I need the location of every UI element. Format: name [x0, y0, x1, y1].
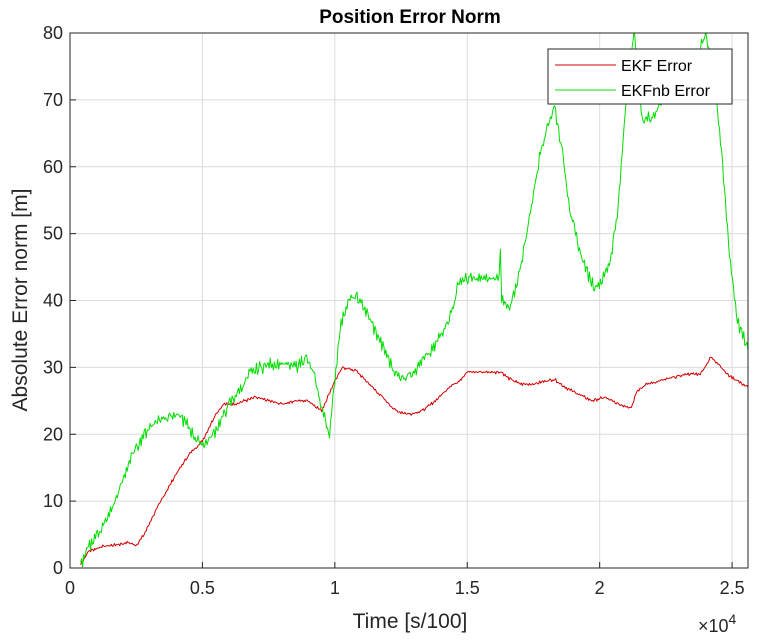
legend-box: [547, 48, 733, 105]
x-tick-label: 1.5: [455, 578, 480, 598]
x-tick-label: 0.5: [190, 578, 215, 598]
y-tick-label: 60: [43, 157, 63, 177]
y-axis-ticks: 0 10 20 30 40 50 60 70 80: [43, 23, 76, 578]
legend: EKF Error EKFnb Error: [547, 48, 733, 105]
y-tick-label: 50: [43, 224, 63, 244]
x-axis-exponent: ×104: [698, 611, 737, 636]
legend-label-ekf: EKF Error: [621, 58, 693, 75]
y-tick-label: 40: [43, 291, 63, 311]
chart-title: Position Error Norm: [319, 7, 501, 28]
x-tick-label: 2.5: [720, 578, 745, 598]
x-tick-label: 2: [595, 578, 605, 598]
x-tick-label: 1: [330, 578, 340, 598]
x-exponent-base: ×10: [698, 616, 729, 636]
x-axis-label: Time [s/100]: [353, 610, 468, 633]
x-exponent-power: 4: [729, 611, 737, 627]
legend-label-ekfnb: EKFnb Error: [621, 83, 711, 100]
y-tick-label: 0: [53, 558, 63, 578]
x-tick-label: 0: [65, 578, 75, 598]
y-tick-label: 30: [43, 357, 63, 377]
y-tick-label: 70: [43, 90, 63, 110]
x-axis-ticks: 0 0.5 1 1.5 2 2.5: [65, 562, 745, 598]
y-tick-label: 80: [43, 23, 63, 43]
y-axis-label: Absolute Error norm [m]: [9, 189, 32, 412]
y-tick-label: 20: [43, 424, 63, 444]
series-line-ekf: [80, 356, 748, 565]
y-tick-label: 10: [43, 491, 63, 511]
